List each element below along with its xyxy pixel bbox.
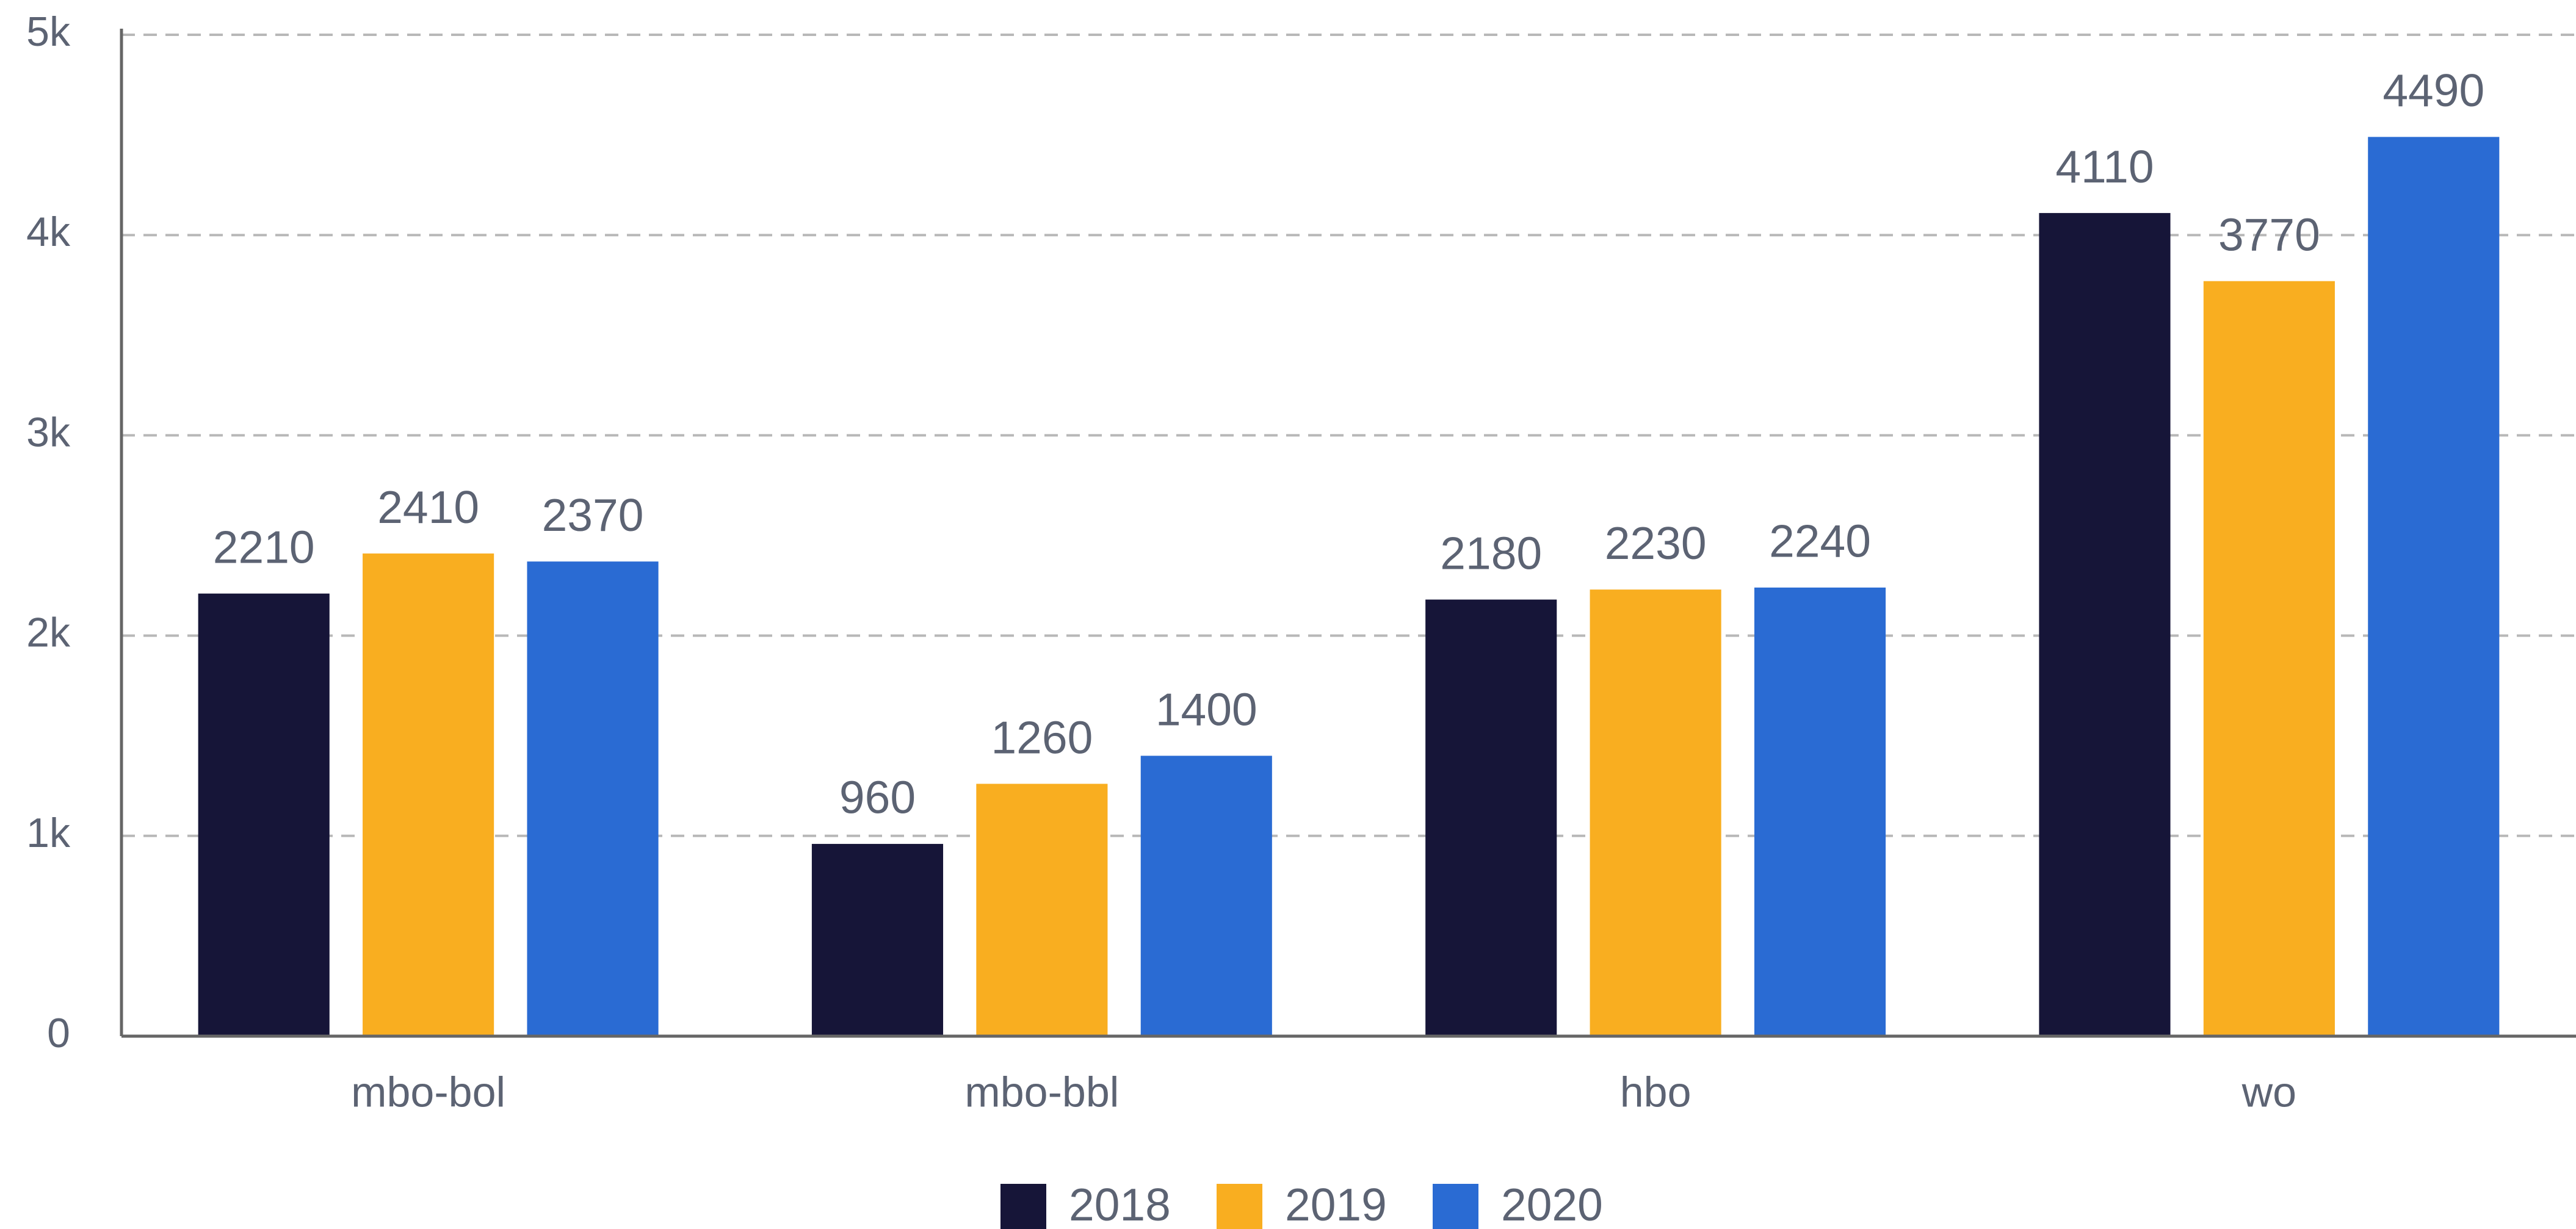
bar [1754,587,1886,1036]
x-tick-label: hbo [1620,1068,1691,1115]
data-label: 2210 [213,521,315,572]
legend-label: 2019 [1285,1179,1387,1229]
data-label: 960 [839,772,916,823]
bar [976,784,1108,1036]
bar [2368,137,2500,1037]
bar [2039,213,2171,1036]
x-tick-label: mbo-bbl [964,1068,1119,1115]
y-tick-label: 1k [26,810,71,856]
data-label: 1260 [991,712,1093,763]
x-tick-label: wo [2241,1068,2296,1115]
y-tick-label: 5k [26,9,71,55]
bar [1425,599,1557,1036]
data-label: 4110 [2055,141,2154,192]
y-tick-label: 3k [26,409,71,455]
data-label: 2410 [377,481,479,533]
data-label: 2240 [1769,516,1871,567]
legend-label: 2018 [1069,1179,1171,1229]
data-label: 4490 [2382,65,2484,116]
legend-swatch [1217,1184,1262,1229]
y-tick-label: 4k [26,209,71,255]
legend-swatch [1433,1184,1478,1229]
y-tick-label: 0 [47,1010,70,1056]
x-tick-label: mbo-bol [351,1068,505,1115]
bar [1590,589,1721,1036]
legend-label: 2020 [1501,1179,1603,1229]
bar [198,593,330,1036]
data-label: 2180 [1440,527,1542,578]
bar [2203,281,2335,1036]
bar [527,561,659,1036]
bar [1140,755,1272,1036]
data-label: 2230 [1605,517,1707,569]
data-label: 2370 [542,489,644,541]
y-tick-label: 2k [26,610,71,656]
legend-swatch [1000,1184,1046,1229]
bar [363,553,494,1036]
bar [811,843,944,1036]
data-label: 1400 [1156,683,1257,735]
data-label: 3770 [2218,209,2320,260]
